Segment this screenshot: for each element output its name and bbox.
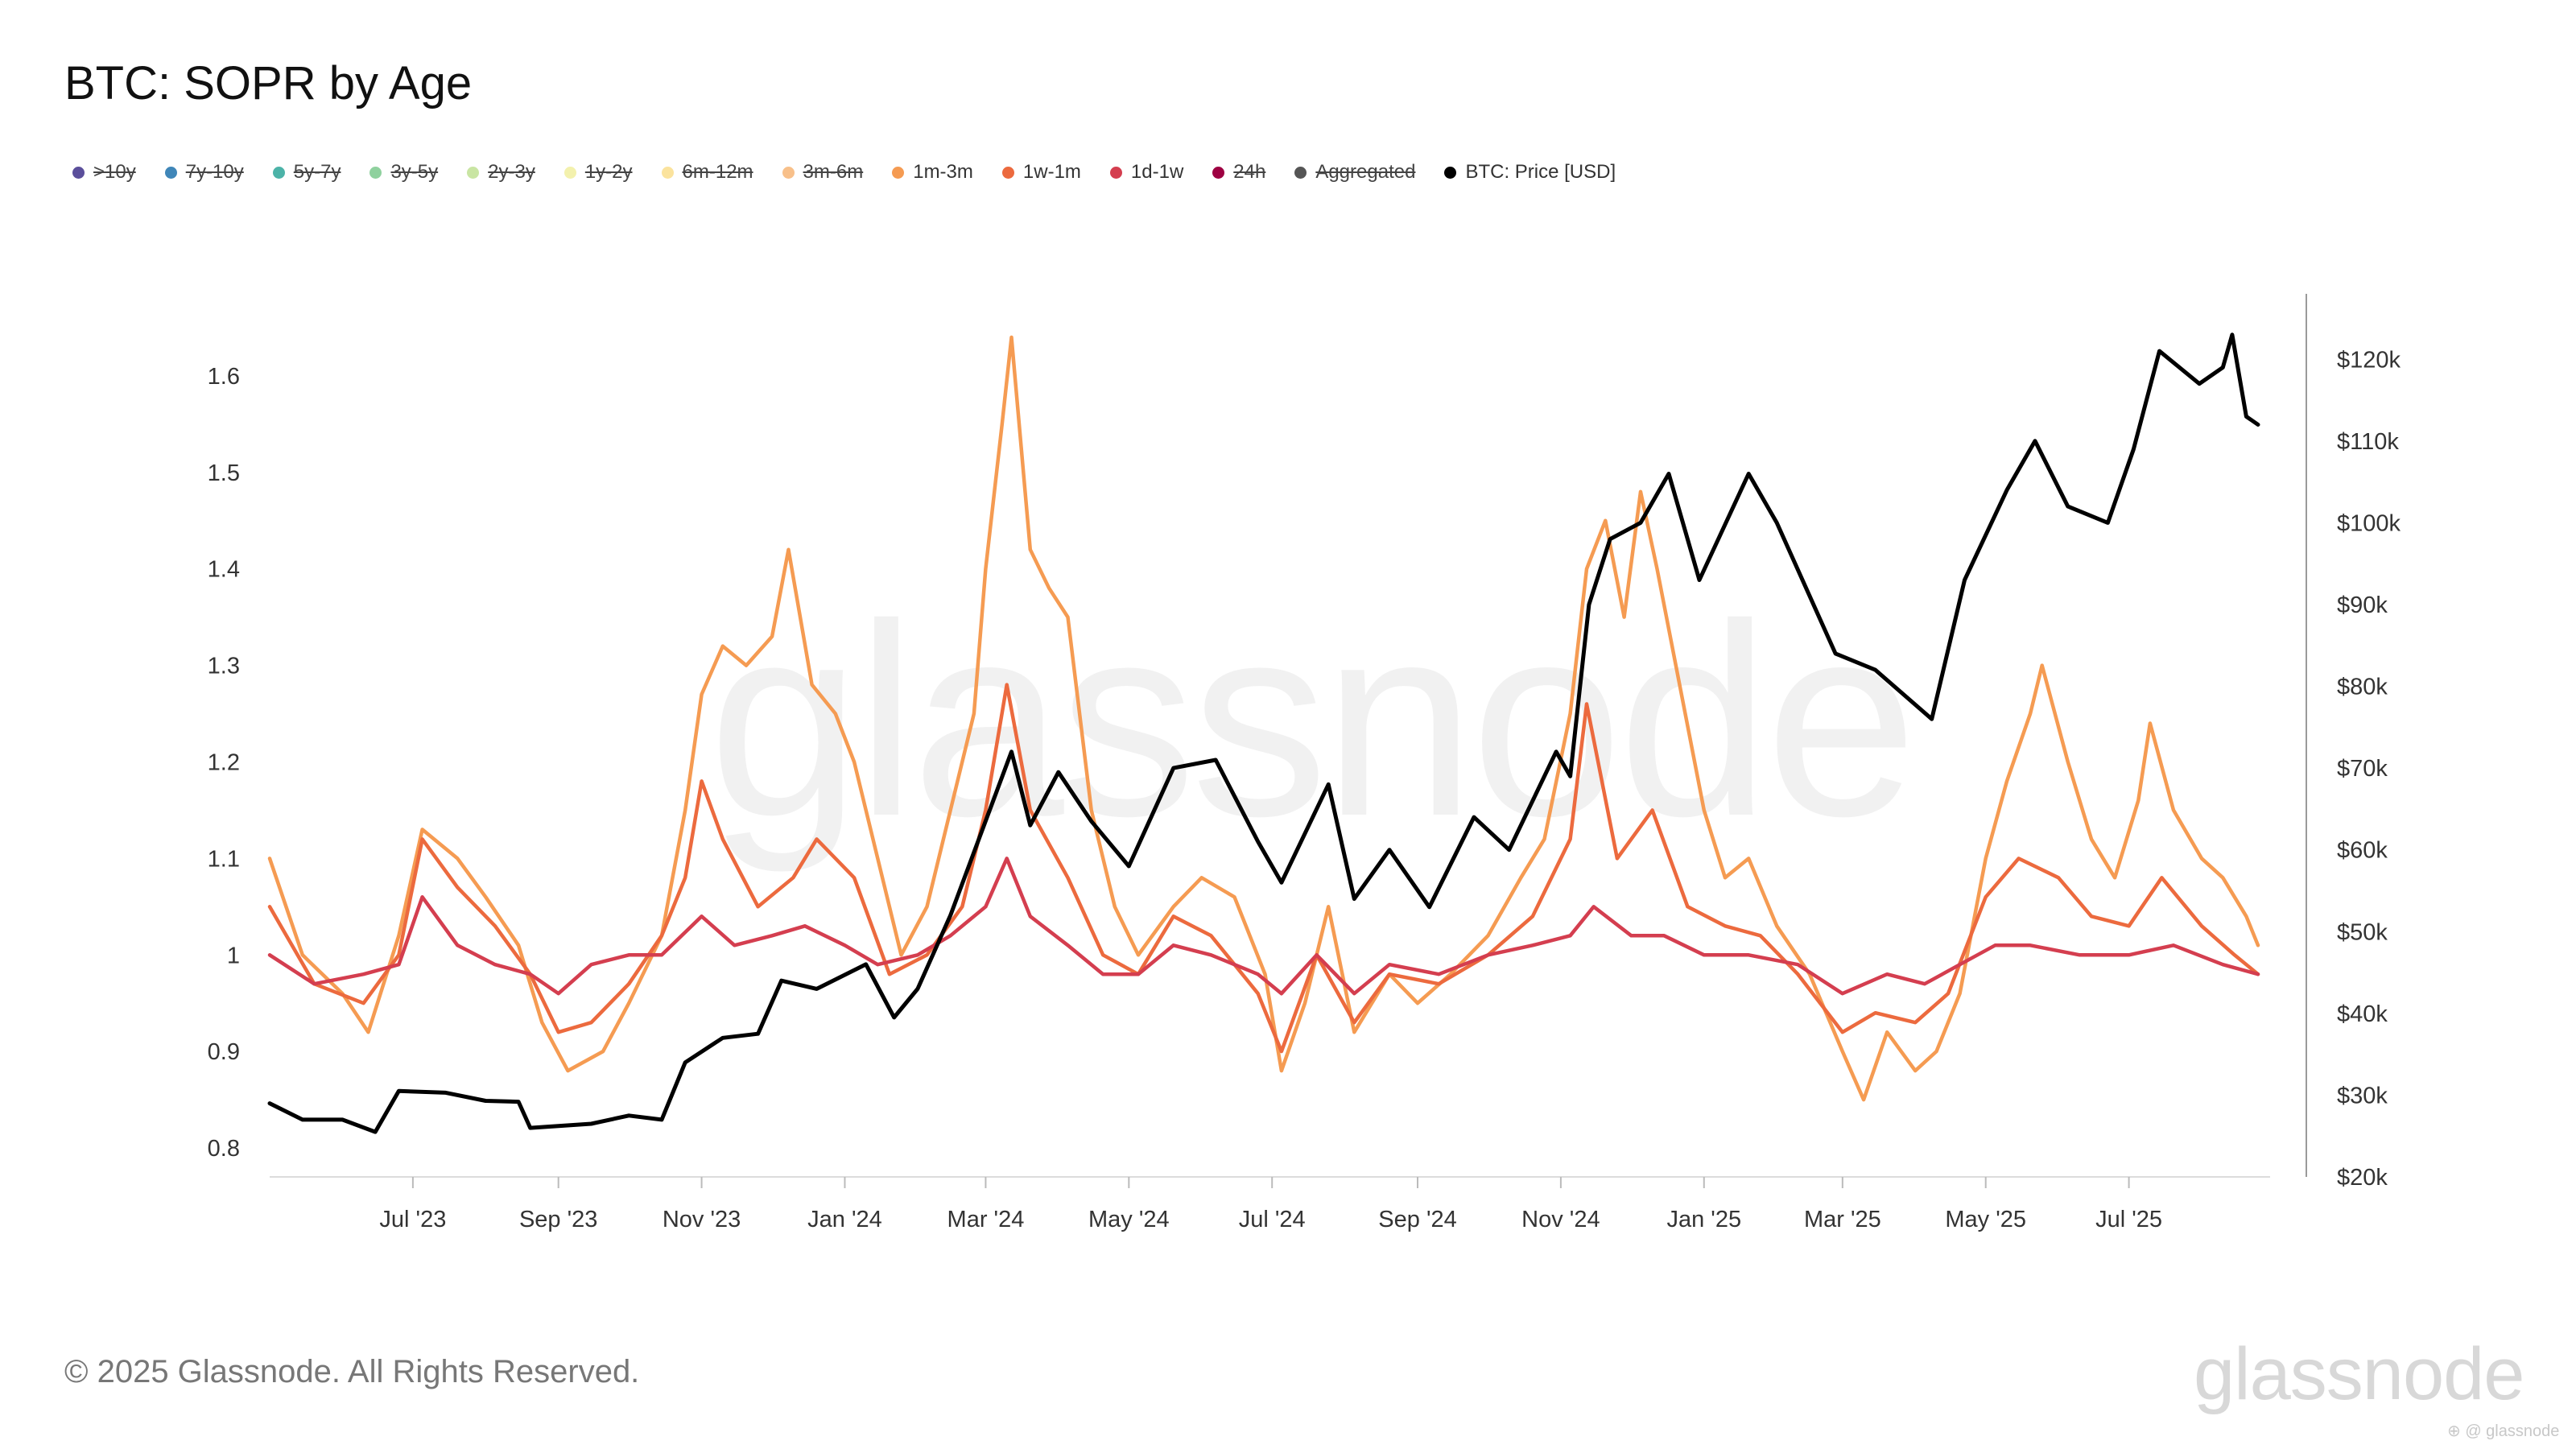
- legend-dot-icon: [164, 166, 177, 179]
- x-tick-label: Jul '24: [1239, 1207, 1306, 1232]
- legend-dot-icon: [467, 166, 480, 179]
- legend-item[interactable]: 3y-5y: [369, 161, 438, 184]
- corner-watermark: ⊕ @ glassnode: [2447, 1422, 2560, 1440]
- y-left-tick-label: 1: [227, 943, 240, 968]
- y-left-tick-label: 0.9: [208, 1039, 240, 1065]
- legend-dot-icon: [564, 166, 576, 179]
- glassnode-logo[interactable]: glassnode: [2194, 1333, 2524, 1415]
- legend-label: Aggregated: [1315, 161, 1416, 183]
- x-tick-label: Nov '24: [1521, 1207, 1600, 1232]
- y-left-tick-label: 1.4: [208, 557, 240, 583]
- x-tick-label: Jan '24: [807, 1207, 882, 1232]
- legend-item[interactable]: 1d-1w: [1109, 161, 1184, 184]
- legend-item[interactable]: 6m-12m: [661, 161, 753, 184]
- legend-dot-icon: [782, 166, 795, 179]
- legend-label: 1m-3m: [913, 161, 973, 183]
- legend-label: 1d-1w: [1130, 161, 1184, 183]
- y-right-tick-label: $90k: [2337, 592, 2388, 618]
- legend-item[interactable]: 1w-1m: [1001, 161, 1081, 184]
- y-left-tick-label: 1.6: [208, 364, 240, 390]
- legend-label: 6m-12m: [682, 161, 753, 183]
- legend-dot-icon: [1001, 166, 1014, 179]
- x-tick-label: Nov '23: [663, 1207, 741, 1232]
- x-tick-label: Sep '23: [519, 1207, 597, 1232]
- legend-label: 24h: [1233, 161, 1266, 183]
- x-tick-label: Sep '24: [1378, 1207, 1456, 1232]
- legend-label: 7y-10y: [185, 161, 244, 183]
- legend-dot-icon: [1212, 166, 1225, 179]
- x-tick-label: Jan '25: [1666, 1207, 1741, 1232]
- legend-item[interactable]: 1m-3m: [892, 161, 973, 184]
- legend-item[interactable]: >10y: [72, 161, 136, 184]
- y-left-tick-label: 1.5: [208, 460, 240, 486]
- legend-dot-icon: [1294, 166, 1307, 179]
- series-line-1w-1m: [267, 683, 2260, 1054]
- legend-label: 3y-5y: [390, 161, 439, 183]
- y-right-tick-label: $80k: [2337, 675, 2388, 700]
- y-right-tick-label: $50k: [2337, 919, 2388, 945]
- x-tick-label: May '25: [1945, 1207, 2026, 1232]
- x-tick-label: Mar '25: [1804, 1207, 1881, 1232]
- x-tick-label: Jul '23: [379, 1207, 446, 1232]
- ticks-layer: Jul '23 Sep '23 Nov '23 Jan '24 Mar '24 May '…: [208, 347, 2401, 1232]
- chart-title: BTC: SOPR by Age: [64, 57, 473, 109]
- y-left-tick-label: 1.2: [208, 749, 240, 775]
- y-right-tick-label: $120k: [2337, 347, 2401, 373]
- y-right-tick-label: $70k: [2337, 756, 2388, 782]
- y-left-tick-label: 0.8: [208, 1136, 240, 1162]
- legend-dot-icon: [1444, 166, 1457, 179]
- legend-label: 1y-2y: [584, 161, 633, 183]
- legend-label: 1w-1m: [1022, 161, 1081, 183]
- x-tick-label: Mar '24: [947, 1207, 1025, 1232]
- legend-label: BTC: Price [USD]: [1465, 161, 1616, 183]
- x-tick-label: Jul '25: [2095, 1207, 2162, 1232]
- legend-item[interactable]: BTC: Price [USD]: [1444, 161, 1616, 184]
- legend-label: 5y-7y: [293, 161, 341, 183]
- copyright-text: © 2025 Glassnode. All Rights Reserved.: [64, 1354, 640, 1389]
- legend-item[interactable]: Aggregated: [1294, 161, 1415, 184]
- legend-item[interactable]: 3m-6m: [782, 161, 864, 184]
- legend-item[interactable]: 24h: [1212, 161, 1265, 184]
- legend-dot-icon: [892, 166, 905, 179]
- y-right-tick-label: $30k: [2337, 1083, 2388, 1108]
- y-right-tick-label: $110k: [2337, 429, 2399, 455]
- legend-item[interactable]: 1y-2y: [564, 161, 633, 184]
- series-line-1d-1w: [267, 857, 2260, 996]
- legend-dot-icon: [272, 166, 285, 179]
- legend-item[interactable]: 2y-3y: [467, 161, 535, 184]
- series-layer: [267, 332, 2260, 1134]
- legend-dot-icon: [1109, 166, 1122, 179]
- y-right-tick-label: $60k: [2337, 838, 2388, 864]
- chart-legend: >10y 7y-10y 5y-7y 3y-5y 2y-3y 1y-2y 6m-12m 3m-6…: [72, 161, 1645, 184]
- series-line-btc-price-usd: [267, 332, 2260, 1134]
- legend-label: >10y: [93, 161, 136, 183]
- y-left-tick-label: 1.1: [208, 846, 240, 872]
- x-tick-label: May '24: [1088, 1207, 1170, 1232]
- legend-item[interactable]: 5y-7y: [272, 161, 341, 184]
- legend-item[interactable]: 7y-10y: [164, 161, 244, 184]
- legend-dot-icon: [661, 166, 674, 179]
- y-left-tick-label: 1.3: [208, 654, 240, 679]
- y-right-tick-label: $100k: [2337, 510, 2401, 536]
- legend-label: 3m-6m: [803, 161, 864, 183]
- legend-dot-icon: [369, 166, 382, 179]
- legend-label: 2y-3y: [488, 161, 535, 183]
- series-line-1m-3m: [267, 335, 2260, 1102]
- legend-dot-icon: [72, 166, 85, 179]
- y-right-tick-label: $20k: [2337, 1165, 2388, 1191]
- axes-layer: [270, 294, 2307, 1178]
- y-right-tick-label: $40k: [2337, 1001, 2388, 1027]
